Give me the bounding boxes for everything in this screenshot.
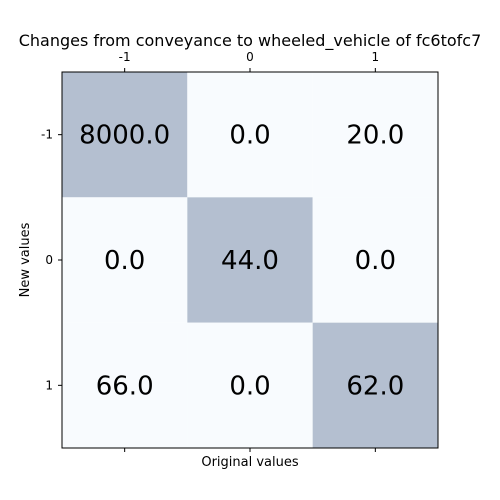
y-tick-label: 1 [45,378,53,392]
heatmap-cell [312,72,438,198]
x-tick-label: -1 [119,50,131,64]
x-tick-label: 1 [372,50,380,64]
heatmap-cell [187,197,313,323]
heatmap-cell [62,72,188,198]
cell-value-label: 66.0 [96,371,154,401]
heatmap-cell [312,322,438,448]
heatmap-cell [62,322,188,448]
cell-value-label: 20.0 [346,121,404,151]
heatmap-cell [62,197,188,323]
y-axis-label: New values [18,222,33,297]
cell-value-label: 0.0 [229,371,270,401]
cell-value-label: 0.0 [104,246,145,276]
cell-value-label: 0.0 [355,246,396,276]
chart-title: Changes from conveyance to wheeled_vehic… [19,31,482,51]
heatmap-cell [187,322,313,448]
cell-value-label: 44.0 [221,246,279,276]
heatmap-cell [187,72,313,198]
heatmap-cell [312,197,438,323]
y-tick-label: -1 [41,128,53,142]
x-tick-label: 0 [246,50,254,64]
axis-ticks: -1 0 1 -1 0 1 [41,50,379,452]
heatmap-cells: 8000.0 0.0 20.0 0.0 44.0 0.0 66.0 0.0 62.0 [62,72,438,448]
cell-value-label: 0.0 [229,121,270,151]
x-axis-label: Original values [201,455,299,470]
cell-value-label: 62.0 [346,371,404,401]
y-tick-label: 0 [45,253,53,267]
cell-value-label: 8000.0 [79,121,170,151]
